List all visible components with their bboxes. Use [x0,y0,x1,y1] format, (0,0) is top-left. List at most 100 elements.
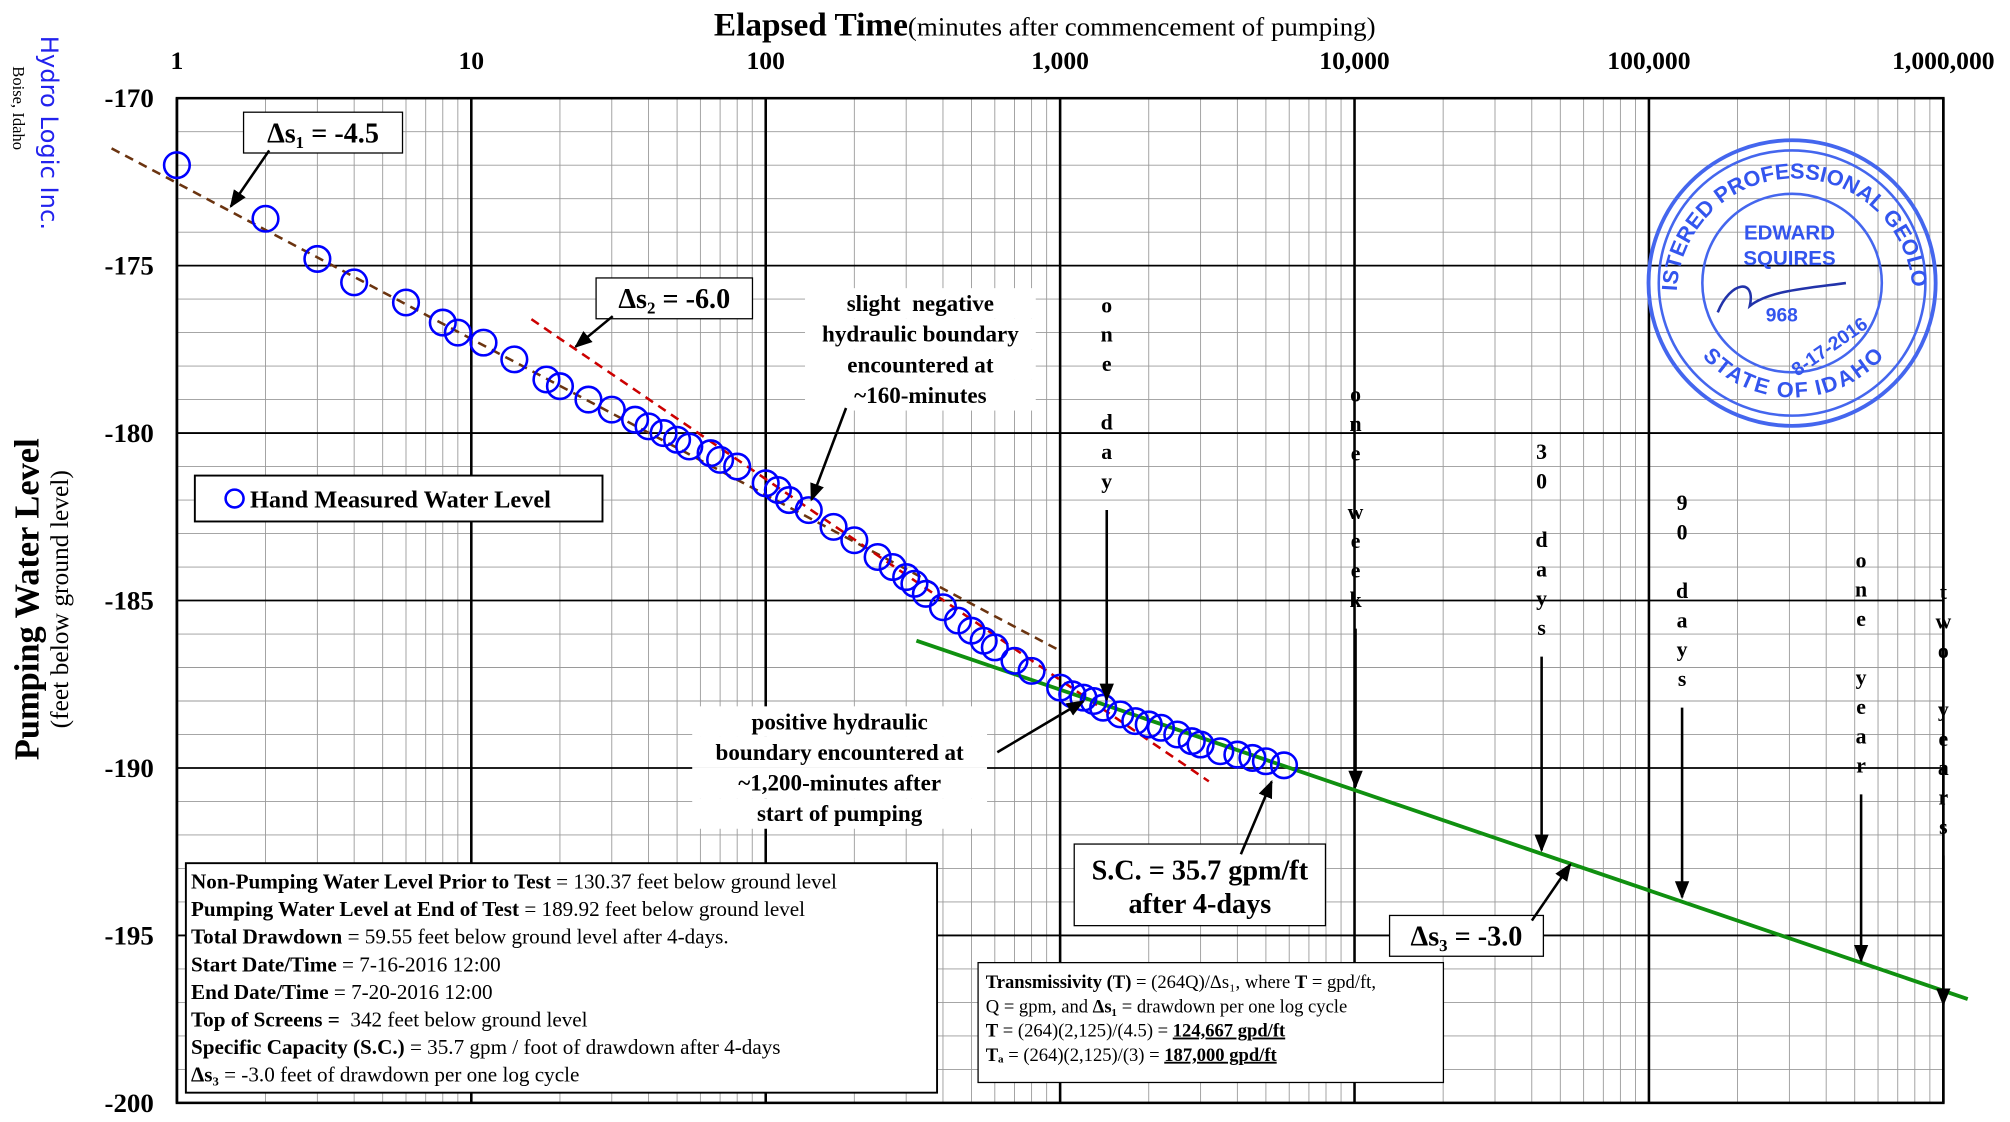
note-line: S.C. = 35.7 gpm/ft [1092,856,1309,887]
data-point [723,452,752,481]
data-point [1017,656,1046,685]
note-bg [692,767,988,799]
time-marker-char: y [1677,638,1688,662]
data-point [863,542,892,572]
y-axis-subtitle: (feet below ground level) [45,470,74,728]
time-marker-char: n [1349,412,1361,436]
box-segment: = drawdown per one log cycle [1117,996,1347,1017]
box-line: Non-Pumping Water Level Prior to Test = … [191,870,837,894]
note-line: start of pumping [757,800,923,826]
time-marker-char: 3 [1536,440,1547,464]
y-tick-label: -175 [105,251,154,281]
data-point [303,244,332,273]
data-point [892,563,921,592]
box-segment: Start Date/Time [191,952,337,976]
box-segment: Top of Screens = [191,1007,340,1031]
arrow [996,700,1085,754]
data-point [162,151,192,180]
time-marker-char: e [1856,695,1866,719]
box-segment: = 130.37 feet below ground level [551,870,837,894]
time-marker-char: d [1536,528,1548,552]
box-segment: Q = gpm, and [986,996,1093,1017]
data-point [911,579,940,608]
plot-frame [175,96,1945,1105]
data-point [469,328,498,357]
box-segment: Total Drawdown [191,925,343,949]
box-segment: = (264)(2,125)/(4.5) = [998,1021,1173,1042]
data-point [1146,713,1176,742]
data-point [1106,700,1135,729]
arrow [574,315,614,348]
label-box [595,277,754,320]
signature [1716,281,1847,313]
time-marker-char: 0 [1536,469,1547,493]
data-point [500,345,529,374]
subtitle: (minutes after commencement of pumping) [908,12,1376,42]
time-marker-char: r [1856,754,1866,778]
data-point [574,385,603,414]
time-marker-char: y [1101,469,1112,493]
time-marker-char: o [1938,639,1949,663]
y-tick-label: -185 [105,586,154,616]
time-marker-char: s [1939,815,1947,839]
note-bg [692,798,988,829]
time-marker-char: e [1856,607,1866,631]
time-marker-char: t [1940,580,1948,604]
time-marker-char: o [1350,383,1361,407]
data-point [696,439,725,468]
box-line: Total Drawdown = 59.55 feet below ground… [191,925,729,949]
box-segment: Transmissivity (T) [986,972,1132,993]
time-marker-char [1104,381,1109,405]
y-tick-label: -195 [105,920,154,950]
time-marker-char: a [1536,557,1547,581]
box-line: Top of Screens = 342 feet below ground l… [191,1007,588,1031]
note-bg [805,288,1036,319]
box-segment: Specific Capacity (S.C.) [191,1035,405,1059]
time-marker-char: y [1536,587,1547,611]
label-box [1073,843,1327,927]
box-line: Start Date/Time = 7-16-2016 12:00 [191,952,501,976]
trend-line [110,147,1061,652]
data-point [980,633,1009,662]
box-segment: 124,667 gpd/ft [1173,1021,1286,1042]
box-segment: = 35.7 gpm / foot of drawdown after 4-da… [405,1035,781,1059]
box-segment: T [1295,972,1308,993]
box-segment: = (264Q)/Δs₁, where [1131,972,1294,993]
time-marker-char: e [1939,727,1949,751]
x-tick-label: 1,000,000 [1892,46,1994,75]
time-marker-char: y [1856,666,1867,690]
data-point [443,318,472,347]
data-point [634,412,663,441]
data-point [545,372,575,401]
data-point [340,268,369,297]
title: Elapsed Time [714,7,908,44]
stamp-ring [1657,149,1927,417]
box-segment: = (264)(2,125)/(3) = [1004,1045,1165,1066]
time-marker-char: a [1101,440,1112,464]
data-point [649,419,678,448]
stamp-name: SQUIRES [1743,247,1835,270]
x-tick-label: 1 [170,46,183,75]
x-tick-label: 10,000 [1319,46,1389,75]
box-line: Δs₃ = -3.0 feet of drawdown per one log … [191,1063,579,1087]
time-marker-char [1679,550,1684,574]
time-marker-char: 0 [1677,520,1688,544]
data-point [763,475,793,505]
data-point [706,445,735,474]
note-line: hydraulic boundary [822,321,1019,347]
time-marker-char: e [1351,559,1361,583]
data-point [819,512,848,541]
box-line: Specific Capacity (S.C.) = 35.7 gpm / fo… [191,1035,781,1059]
transmissivity-box [977,961,1445,1084]
label-box [242,111,404,154]
time-marker-char: y [1938,698,1949,722]
note-bg [805,318,1036,350]
data-point [1223,740,1252,769]
stamp-ring [1701,192,1884,374]
